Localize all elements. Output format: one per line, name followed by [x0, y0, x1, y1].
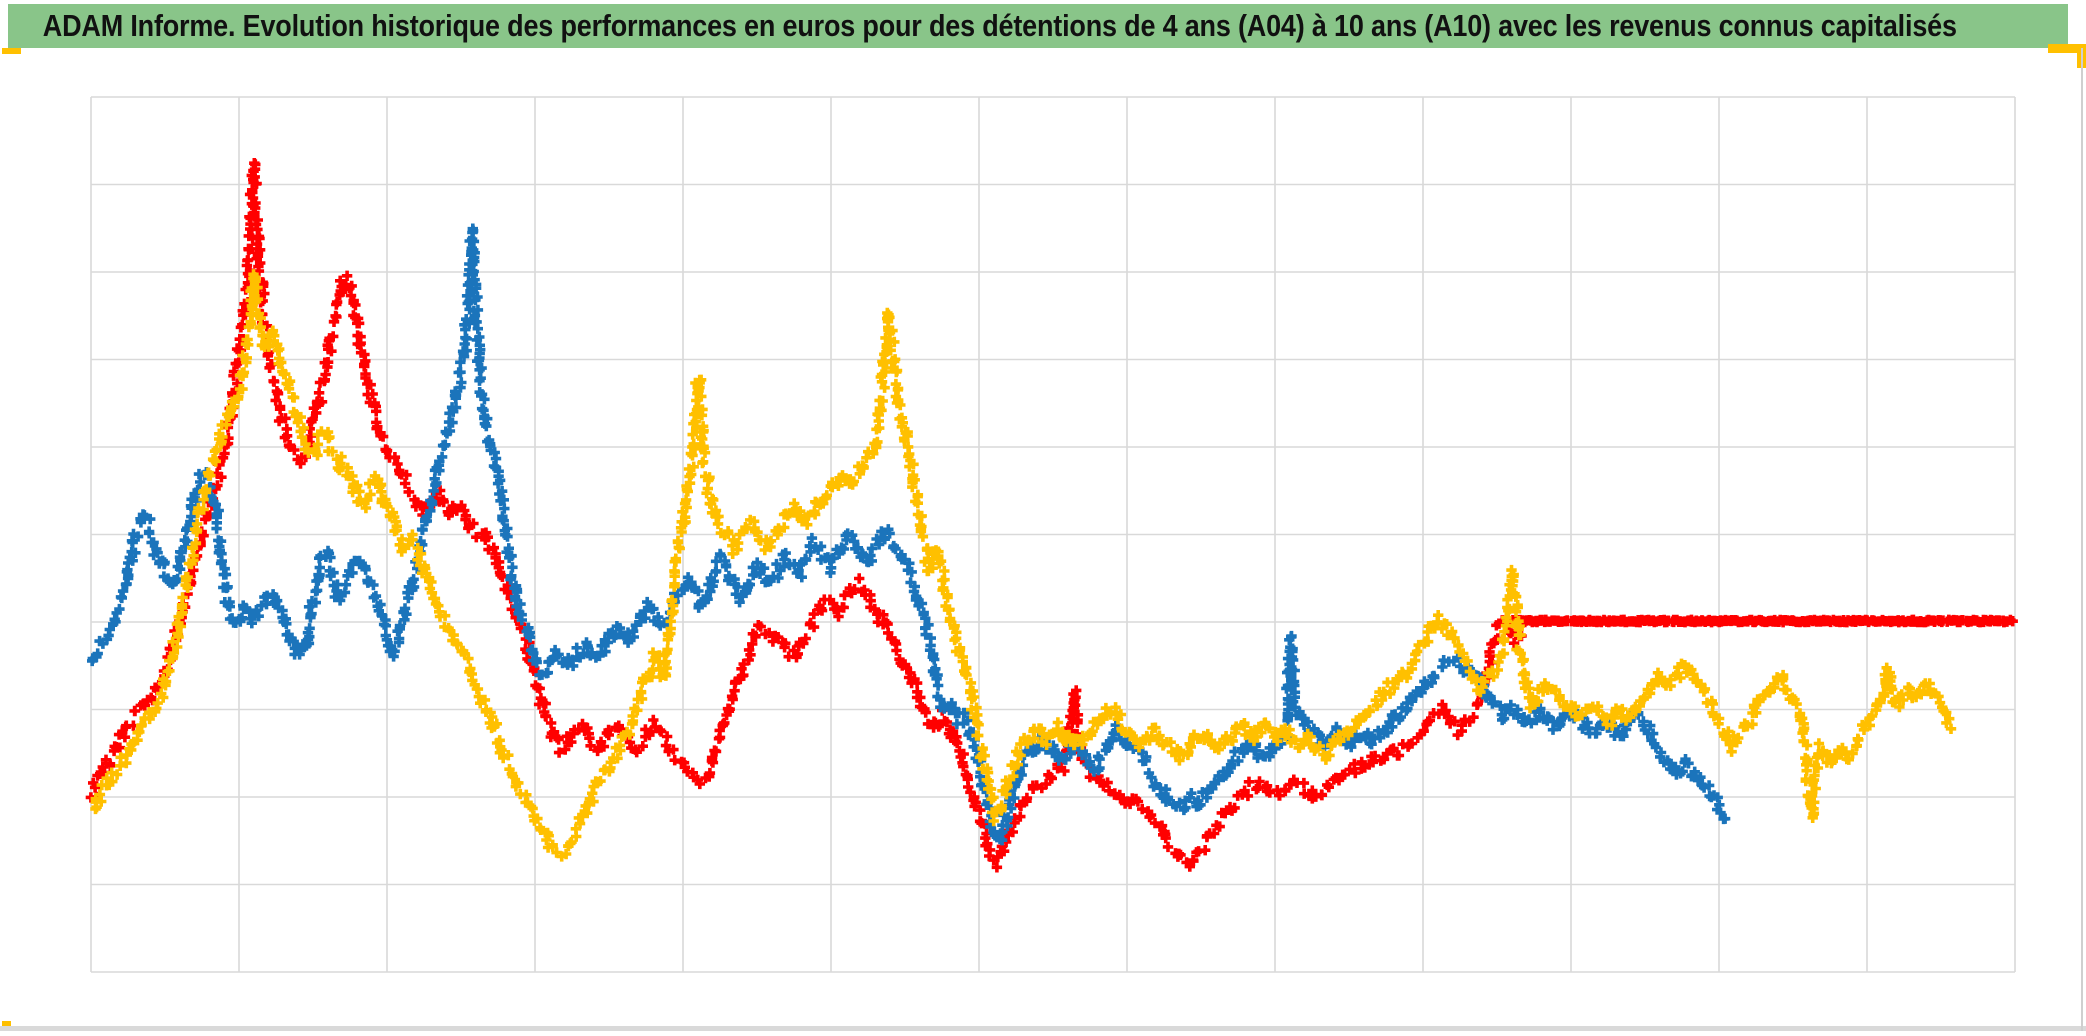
selection-corner-top-right: [2048, 44, 2086, 53]
title-bar: ADAM Informe. Evolution historique des p…: [8, 4, 2068, 48]
right-edge-border: [2081, 48, 2083, 1031]
gridlines: [90, 96, 2016, 973]
series-red: [85, 158, 2018, 873]
bottom-edge-strip: [0, 1026, 2086, 1031]
selection-corner-bottom-left: [2, 1021, 11, 1028]
page-title: ADAM Informe. Evolution historique des p…: [42, 8, 1957, 43]
series-gold: [90, 269, 1957, 862]
selection-corner-top-left: [2, 48, 21, 54]
